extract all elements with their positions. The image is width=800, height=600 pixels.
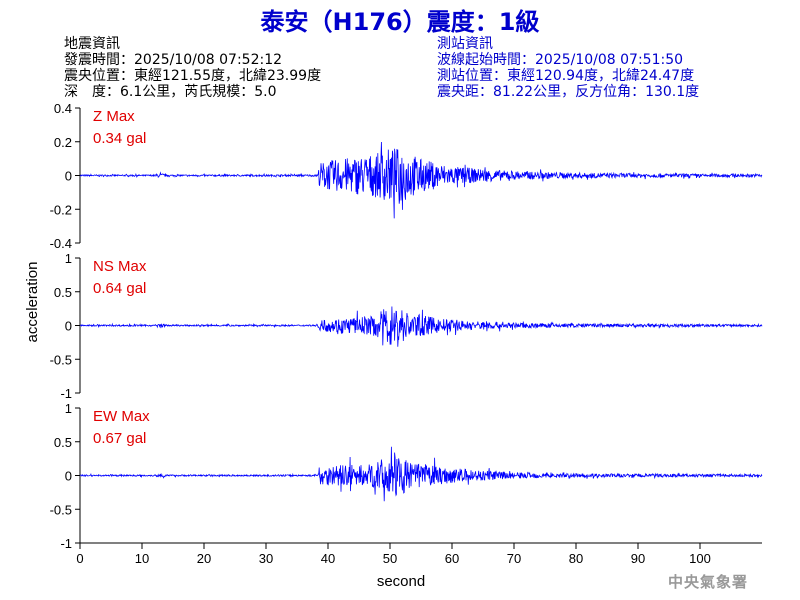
x-tick-label: 10 — [135, 551, 149, 566]
y-tick-label: 1 — [65, 251, 72, 266]
max-value-label: 0.34 gal — [93, 130, 146, 147]
y-tick-label: 0 — [65, 169, 72, 184]
x-tick-label: 40 — [321, 551, 335, 566]
x-tick-label: 30 — [259, 551, 273, 566]
y-tick-label: -0.2 — [50, 202, 72, 217]
y-tick-label: -0.4 — [50, 236, 72, 251]
x-tick-label: 80 — [569, 551, 583, 566]
max-name-label: Z Max — [93, 108, 135, 125]
y-tick-label: 0.5 — [54, 435, 72, 450]
y-tick-label: 0 — [65, 319, 72, 334]
y-tick-label: -0.5 — [50, 352, 72, 367]
y-tick-label: 0.2 — [54, 135, 72, 150]
x-axis-title: second — [377, 573, 425, 590]
y-tick-label: 1 — [65, 401, 72, 416]
y-tick-label: -1 — [60, 536, 72, 551]
y-tick-label: 0.5 — [54, 285, 72, 300]
y-tick-label: -0.5 — [50, 502, 72, 517]
max-name-label: NS Max — [93, 258, 147, 275]
x-tick-label: 90 — [631, 551, 645, 566]
y-tick-label: 0 — [65, 469, 72, 484]
x-tick-label: 50 — [383, 551, 397, 566]
agency-watermark: 中央氣象署 — [668, 571, 748, 592]
max-value-label: 0.64 gal — [93, 280, 146, 297]
max-value-label: 0.67 gal — [93, 430, 146, 447]
max-name-label: EW Max — [93, 408, 150, 425]
x-tick-label: 0 — [76, 551, 83, 566]
y-axis-title: acceleration — [24, 262, 41, 343]
y-tick-label: 0.4 — [54, 101, 72, 116]
waveform-ew — [80, 447, 762, 502]
x-tick-label: 100 — [689, 551, 711, 566]
x-tick-label: 70 — [507, 551, 521, 566]
x-tick-label: 60 — [445, 551, 459, 566]
x-tick-label: 20 — [197, 551, 211, 566]
waveform-z — [80, 142, 762, 218]
y-tick-label: -1 — [60, 386, 72, 401]
waveform-ns — [80, 307, 762, 347]
